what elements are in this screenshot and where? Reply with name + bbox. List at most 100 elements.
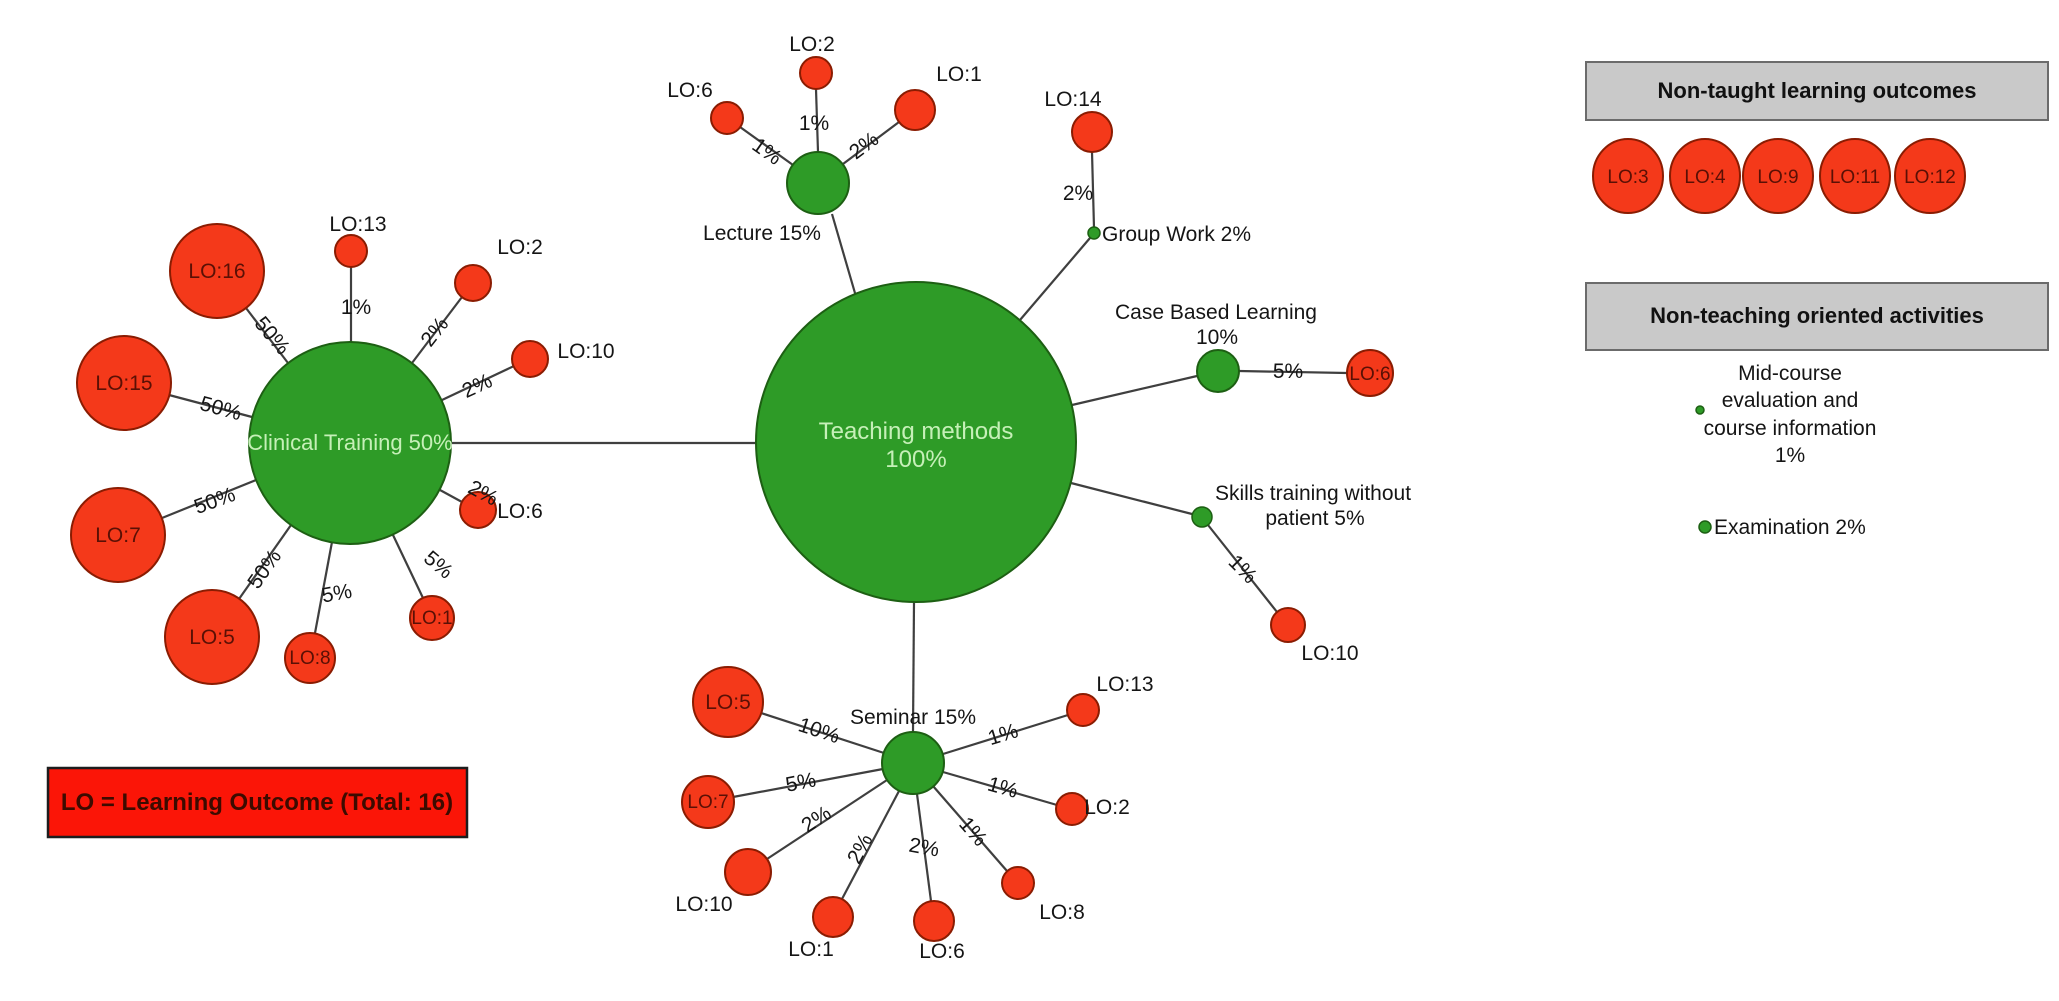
lecture-lo2-node	[799, 56, 833, 90]
skills-label-line1: Skills training without	[1215, 482, 1411, 505]
pct-cbl-lo6: 5%	[1273, 360, 1303, 383]
groupwork-lo14-node	[1071, 111, 1113, 153]
teaching-methods-label-line2: 100%	[885, 446, 946, 473]
clinical-lo1-node	[409, 595, 455, 641]
clinical-lo5-node	[164, 589, 260, 685]
pct-seminar-lo6: 2%	[907, 834, 941, 862]
skills-lo10-node	[1270, 607, 1306, 643]
pct-clinical-lo16: 50%	[250, 312, 295, 359]
clinical-lo10-node	[511, 340, 549, 378]
seminar-lo1-node	[812, 896, 854, 938]
skills-label-line2: patient 5%	[1265, 507, 1364, 530]
edge-lecture-lo2	[814, 88, 820, 153]
non-teaching-title: Non-teaching oriented activities	[1650, 303, 1984, 328]
edge-clinical-lo1	[392, 534, 424, 599]
non-taught-lo9-label: LO:9	[1757, 167, 1798, 188]
cbl-label-line2: 10%	[1196, 326, 1238, 349]
edge-seminar-lo10	[766, 779, 888, 860]
seminar-lo6-label: LO:6	[919, 940, 965, 963]
pct-seminar-lo10: 2%	[797, 802, 835, 838]
clinical-lo16-node	[169, 223, 265, 319]
lecture-lo6-node	[710, 101, 744, 135]
pct-seminar-lo5: 10%	[795, 713, 842, 748]
seminar-lo5-label: LO:5	[705, 691, 751, 714]
lo-legend-text: LO = Learning Outcome (Total: 16)	[61, 789, 453, 816]
seminar-lo13-node	[1066, 693, 1100, 727]
seminar-lo2-node	[1055, 792, 1089, 826]
edge-lecture-lo6	[739, 126, 794, 166]
clinical-lo5-label: LO:5	[189, 626, 235, 649]
clinical-lo8-label: LO:8	[289, 648, 330, 669]
seminar-lo2-label: LO:2	[1084, 796, 1130, 819]
cbl-label-line1: Case Based Learning	[1115, 301, 1317, 324]
examination-label: Examination 2%	[1714, 516, 1866, 539]
pct-clinical-lo8: 5%	[320, 580, 354, 608]
pct-skills-lo10: 1%	[1224, 551, 1262, 589]
case-based-learning-node	[1196, 349, 1240, 393]
clinical-lo7-label: LO:7	[95, 524, 141, 547]
non-teaching-header-box	[1585, 282, 2049, 351]
clinical-lo2-label: LO:2	[497, 236, 543, 259]
non-taught-lo12-node	[1894, 138, 1966, 214]
pct-seminar-lo2: 1%	[985, 773, 1021, 803]
clinical-lo15-label: LO:15	[95, 372, 152, 395]
seminar-lo8-node	[1001, 866, 1035, 900]
skills-training-node	[1191, 506, 1213, 528]
edge-lecture-lo1	[842, 121, 900, 165]
edge-seminar-lo6	[915, 793, 933, 902]
pct-clinical-lo10: 2%	[459, 369, 496, 403]
non-taught-lo3-node	[1592, 138, 1664, 214]
pct-clinical-lo15: 50%	[197, 392, 244, 425]
lecture-lo1-node	[894, 89, 936, 131]
seminar-label: Seminar 15%	[850, 706, 976, 729]
edge-seminar-lo1	[841, 790, 900, 900]
midcourse-label-line1: Mid-course	[1738, 362, 1842, 385]
edge-seminar-lo5	[760, 711, 885, 755]
cbl-lo6-node	[1346, 349, 1394, 397]
edge-skills-lo10	[1207, 524, 1278, 613]
non-taught-lo4-node	[1669, 138, 1741, 214]
seminar-lo10-label: LO:10	[675, 893, 732, 916]
seminar-lo1-label: LO:1	[788, 938, 834, 961]
edge-clinical-lo10	[441, 365, 515, 401]
non-taught-title: Non-taught learning outcomes	[1658, 78, 1977, 103]
edge-seminar-lo7	[732, 767, 884, 799]
non-taught-lo11-label: LO:11	[1830, 167, 1880, 188]
clinical-lo13-label: LO:13	[329, 213, 386, 236]
edges	[161, 88, 1348, 902]
lecture-node	[786, 151, 850, 215]
midcourse-label-line4: 1%	[1775, 444, 1805, 467]
seminar-lo13-label: LO:13	[1096, 673, 1153, 696]
clinical-lo13-node	[334, 234, 368, 268]
lecture-lo6-label: LO:6	[667, 79, 713, 102]
edge-seminar-lo13	[942, 713, 1069, 756]
non-taught-lo4-label: LO:4	[1684, 167, 1726, 188]
clinical-lo8-node	[284, 632, 336, 684]
edge-clinical-lo15	[168, 393, 253, 419]
lecture-lo2-label: LO:2	[789, 33, 835, 56]
edge-clinical-lo7	[161, 478, 257, 520]
edge-seminar-lo2	[942, 770, 1058, 807]
edge-teaching-lecture	[830, 213, 859, 301]
edge-teaching-cbl	[1071, 374, 1198, 407]
pct-clinical-lo13: 1%	[341, 296, 371, 319]
non-taught-lo11-node	[1819, 138, 1891, 214]
lo-legend-box	[46, 766, 469, 839]
midcourse-node	[1695, 405, 1705, 415]
clinical-lo6-node	[459, 491, 497, 529]
pct-lecture-lo6: 1%	[748, 134, 786, 170]
pct-clinical-lo5: 50%	[243, 545, 286, 593]
seminar-lo6-node	[913, 900, 955, 942]
clinical-lo6-label: LO:6	[497, 500, 543, 523]
seminar-node	[881, 731, 945, 795]
group-work-label: Group Work 2%	[1102, 223, 1251, 246]
teaching-methods-label-line1: Teaching methods	[819, 418, 1014, 445]
edge-clinical-lo2	[411, 296, 463, 364]
midcourse-label-line2: evaluation and	[1722, 389, 1859, 412]
edge-teaching-groupwork	[1019, 237, 1091, 321]
pct-seminar-lo1: 2%	[843, 830, 878, 868]
pct-seminar-lo7: 5%	[784, 768, 818, 796]
examination-node	[1698, 520, 1712, 534]
